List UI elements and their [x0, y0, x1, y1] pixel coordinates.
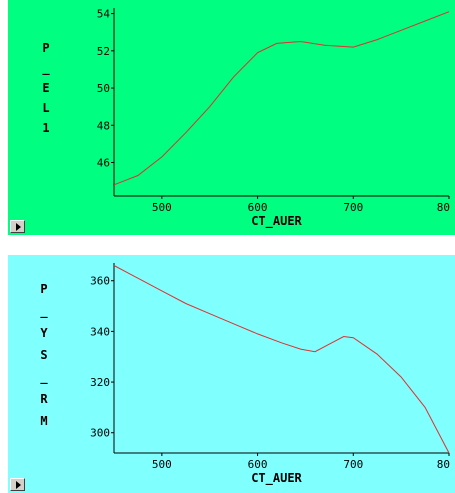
y-tick-label: 340 [90, 325, 110, 338]
chart-background [8, 255, 455, 493]
x-tick-label: 700 [343, 201, 363, 214]
x-axis-label: CT_AUER [251, 471, 302, 486]
x-tick-label: 500 [152, 201, 172, 214]
x-tick-label: 700 [343, 458, 363, 471]
play-button-1[interactable] [10, 220, 25, 233]
chart-panel-2: 300 320 340 360 500 600 700 80 CT_AUER P _ Y S _ R M [8, 255, 455, 493]
series-line [113, 265, 450, 454]
x-tick-label: 80 [437, 201, 450, 214]
x-tick-label: 80 [437, 458, 450, 471]
y-axis-label: P _ Y S _ R M [40, 282, 48, 428]
y-tick-label: 48 [97, 119, 110, 132]
y-tick-label: 52 [97, 45, 110, 58]
y-tick-label: 50 [97, 82, 110, 95]
y-tick-label: 46 [97, 156, 110, 169]
x-tick-label: 600 [248, 458, 268, 471]
y-tick-label: 320 [90, 376, 110, 389]
y-tick-label: 54 [97, 8, 111, 21]
play-button-2[interactable] [10, 478, 25, 491]
x-tick-label: 500 [152, 458, 172, 471]
y-axis-label: P _ E L 1 [42, 41, 50, 135]
chart-1: 46 48 50 52 54 500 600 700 80 CT_AUER P _ E L 1 [8, 0, 455, 235]
chart-panel-1: 46 48 50 52 54 500 600 700 80 CT_AUER P _ E L 1 [8, 0, 455, 235]
x-tick-label: 600 [248, 201, 268, 214]
y-tick-label: 300 [90, 427, 110, 440]
y-tick-label: 360 [90, 275, 110, 288]
x-axis-label: CT_AUER [251, 214, 302, 229]
chart-2: 300 320 340 360 500 600 700 80 CT_AUER P _ Y S _ R M [8, 255, 455, 493]
series-line [113, 11, 450, 186]
